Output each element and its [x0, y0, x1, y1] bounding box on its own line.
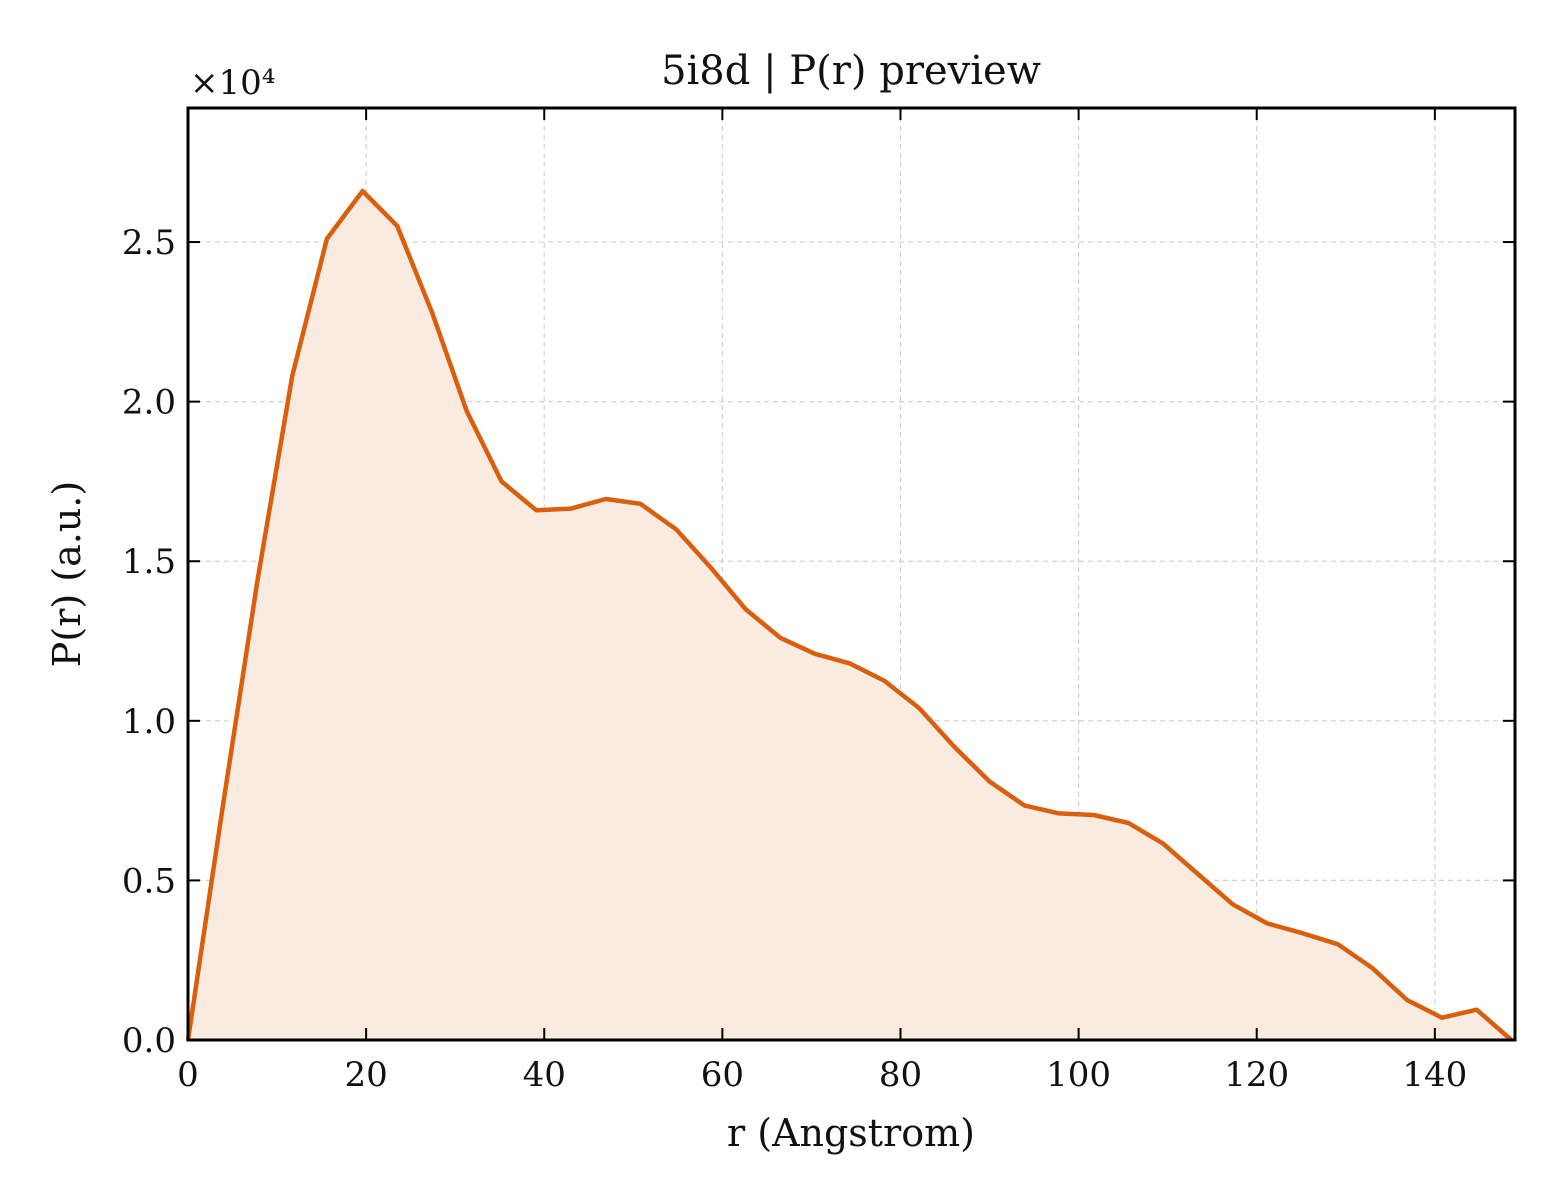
y-multiplier: ×10⁴ — [190, 63, 275, 103]
x-tick-label: 40 — [523, 1055, 566, 1095]
x-tick-label: 0 — [177, 1055, 199, 1095]
plot-area — [185, 188, 1513, 1042]
axes-frame — [186, 106, 1517, 1042]
y-tick-label: 1.5 — [122, 542, 176, 582]
ticks: 0 20 40 60 80 100 120 140 0.0 0.5 1.0 1.5 2.0 2.5 — [122, 108, 1515, 1095]
x-tick-label: 140 — [1402, 1055, 1467, 1095]
y-tick-label: 1.0 — [122, 702, 176, 742]
y-tick-label: 0.5 — [122, 861, 176, 901]
y-tick-label: 2.0 — [122, 383, 176, 423]
x-tick-label: 120 — [1224, 1055, 1289, 1095]
y-tick-label: 0.0 — [122, 1021, 176, 1061]
x-tick-label: 60 — [701, 1055, 744, 1095]
pr-area-fill — [188, 191, 1512, 1040]
y-axis-label: P(r) (a.u.) — [45, 481, 89, 667]
pr-series-line — [185, 188, 1513, 1042]
y-tick-label: 2.5 — [122, 223, 176, 263]
x-tick-label: 20 — [344, 1055, 387, 1095]
x-tick-label: 100 — [1046, 1055, 1111, 1095]
x-tick-label: 80 — [879, 1055, 922, 1095]
x-axis-label: r (Angstrom) — [727, 1111, 975, 1155]
chart-title: 5i8d | P(r) preview — [661, 48, 1041, 94]
